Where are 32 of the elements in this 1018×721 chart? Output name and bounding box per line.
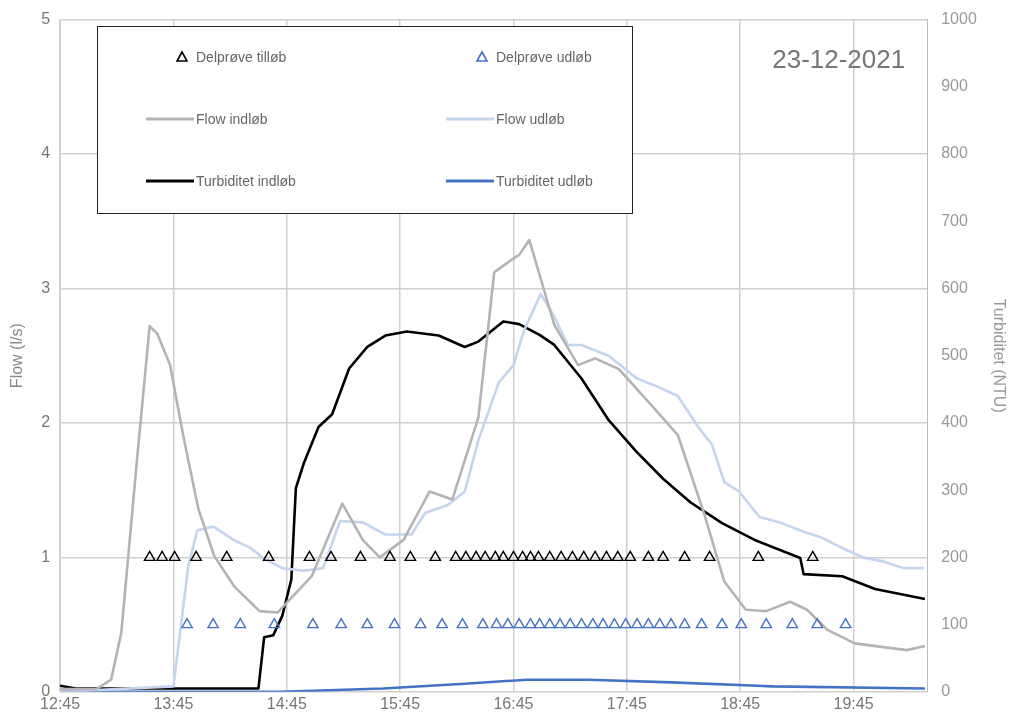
x-tick-label: 13:45 (153, 694, 194, 712)
y-tick-label: 4 (41, 144, 51, 162)
x-tick-label: 16:45 (493, 694, 534, 712)
legend-label: Delprøve udløb (496, 49, 592, 65)
legend-label: Flow indløb (196, 111, 268, 127)
y2-tick-label: 200 (941, 547, 968, 565)
x-tick-label: 15:45 (380, 694, 421, 712)
legend-label: Flow udløb (496, 111, 565, 127)
y2-tick-label: 100 (941, 614, 968, 632)
y2-tick-label: 500 (941, 346, 968, 364)
y2-tick-label: 800 (941, 144, 968, 162)
legend-label: Turbiditet udløb (496, 173, 593, 189)
x-tick-label: 17:45 (606, 694, 647, 712)
y2-tick-label: 400 (941, 413, 968, 431)
y-tick-label: 1 (41, 547, 51, 565)
y2-tick-label: 300 (941, 480, 968, 498)
y2-tick-label: 600 (941, 278, 968, 296)
x-tick-label: 14:45 (266, 694, 307, 712)
x-tick-label: 19:45 (833, 694, 874, 712)
y2-tick-label: 1000 (941, 10, 977, 28)
y2-tick-label: 900 (941, 77, 968, 95)
y2-tick-label: 0 (941, 682, 951, 700)
x-tick-label: 18:45 (720, 694, 761, 712)
legend-label: Turbiditet indløb (196, 173, 296, 189)
y-tick-label: 3 (41, 278, 51, 296)
y2-tick-label: 700 (941, 211, 968, 229)
y-tick-label: 5 (41, 10, 51, 28)
y-axis-title: Flow (l/s) (8, 323, 26, 389)
y-tick-label: 2 (41, 413, 51, 431)
legend-label: Delprøve tilløb (196, 49, 287, 65)
y2-axis-title: Turbiditet (NTU) (990, 298, 1008, 413)
annotation: 23-12-2021 (772, 43, 906, 74)
